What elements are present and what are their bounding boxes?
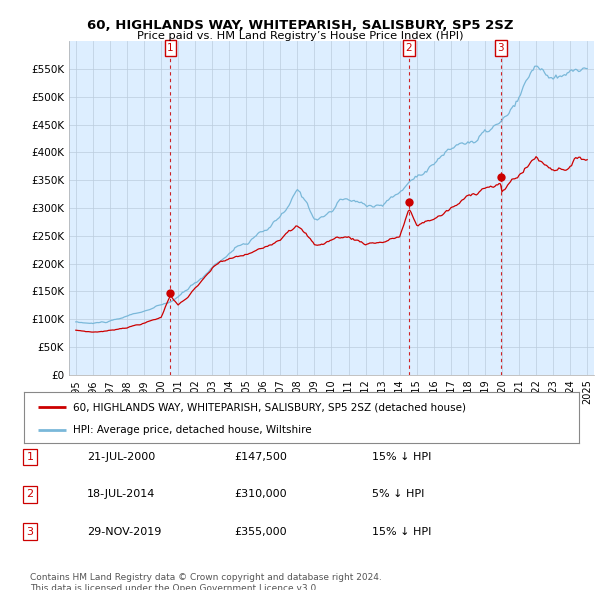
Text: 1: 1 [26,453,34,462]
Text: 2: 2 [26,490,34,499]
Text: 21-JUL-2000: 21-JUL-2000 [87,453,155,462]
Text: 1: 1 [167,43,174,53]
Text: 60, HIGHLANDS WAY, WHITEPARISH, SALISBURY, SP5 2SZ: 60, HIGHLANDS WAY, WHITEPARISH, SALISBUR… [87,19,513,32]
Text: 60, HIGHLANDS WAY, WHITEPARISH, SALISBURY, SP5 2SZ (detached house): 60, HIGHLANDS WAY, WHITEPARISH, SALISBUR… [73,402,466,412]
Text: 15% ↓ HPI: 15% ↓ HPI [372,527,431,536]
Text: £147,500: £147,500 [234,453,287,462]
Text: 3: 3 [497,43,504,53]
Text: 15% ↓ HPI: 15% ↓ HPI [372,453,431,462]
Text: 3: 3 [26,527,34,536]
Text: Contains HM Land Registry data © Crown copyright and database right 2024.
This d: Contains HM Land Registry data © Crown c… [30,573,382,590]
Text: Price paid vs. HM Land Registry’s House Price Index (HPI): Price paid vs. HM Land Registry’s House … [137,31,463,41]
Text: £355,000: £355,000 [234,527,287,536]
Text: HPI: Average price, detached house, Wiltshire: HPI: Average price, detached house, Wilt… [73,425,311,435]
Text: £310,000: £310,000 [234,490,287,499]
Text: 5% ↓ HPI: 5% ↓ HPI [372,490,424,499]
Text: 2: 2 [406,43,412,53]
Text: 29-NOV-2019: 29-NOV-2019 [87,527,161,536]
Text: 18-JUL-2014: 18-JUL-2014 [87,490,155,499]
